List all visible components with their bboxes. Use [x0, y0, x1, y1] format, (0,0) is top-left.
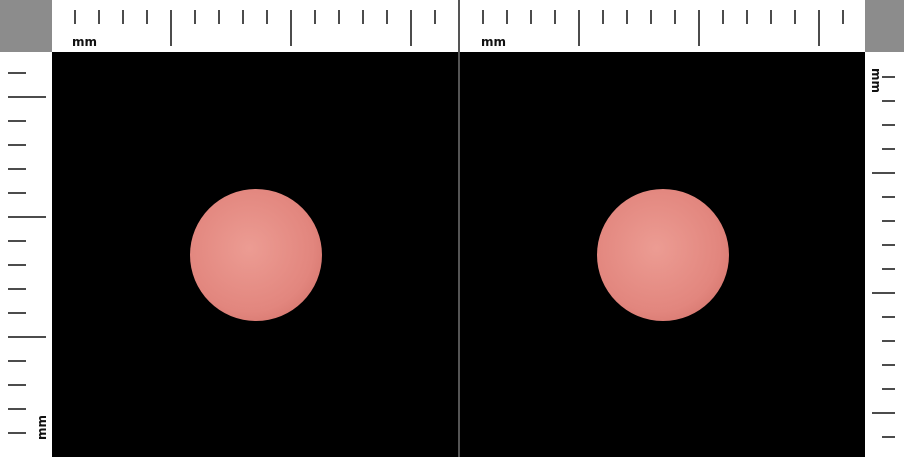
pill — [190, 189, 322, 321]
ruler-ticks — [8, 10, 895, 438]
ruler-label: mm — [72, 35, 97, 49]
corner — [865, 0, 904, 52]
corner — [0, 0, 52, 52]
ruler-label: mm — [869, 68, 883, 93]
pill — [597, 189, 729, 321]
ruler-label: mm — [35, 415, 49, 440]
ruler-label: mm — [481, 35, 506, 49]
